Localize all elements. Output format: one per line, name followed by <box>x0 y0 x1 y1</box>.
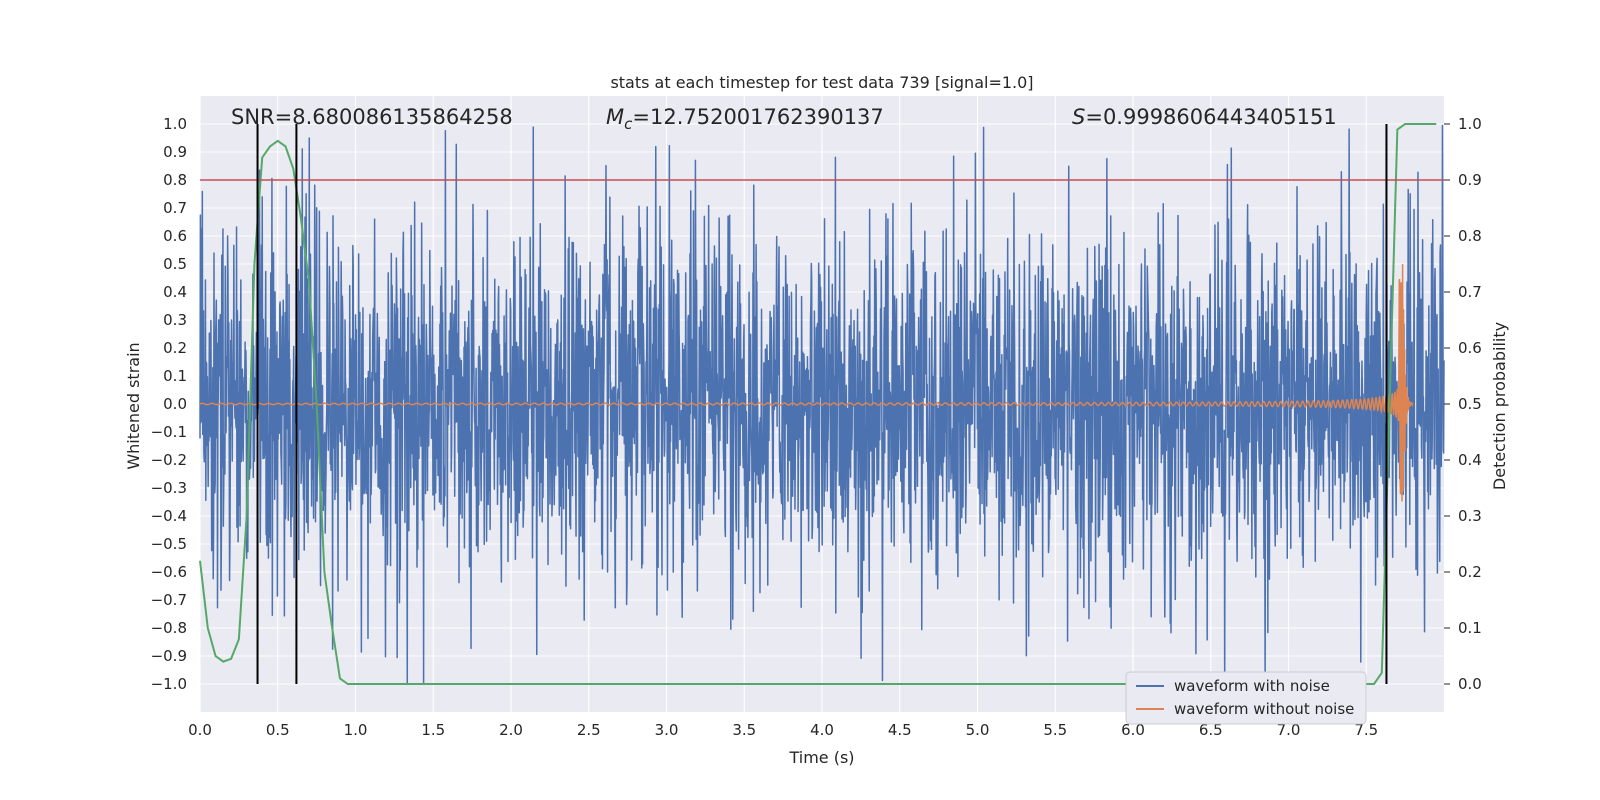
y-tick-label: 0.2 <box>163 339 187 357</box>
y-tick-label: 0.1 <box>163 367 187 385</box>
y2-axis-label: Detection probability <box>1490 322 1509 490</box>
y2-tick-label: 0.8 <box>1458 227 1482 245</box>
y2-tick-label: 0.6 <box>1458 339 1482 357</box>
x-tick-label: 4.5 <box>888 721 912 739</box>
x-tick-label: 5.0 <box>966 721 990 739</box>
y2-tick-label: 0.9 <box>1458 171 1482 189</box>
x-tick-label: 7.0 <box>1277 721 1301 739</box>
y-tick-label: −0.4 <box>151 507 187 525</box>
overlay-layer <box>199 123 1444 685</box>
y2-tick-label: 0.4 <box>1458 451 1482 469</box>
y-tick-label: 0.8 <box>163 171 187 189</box>
x-tick-label: 3.5 <box>732 721 756 739</box>
x-tick-label: 1.5 <box>421 721 445 739</box>
x-tick-label: 0.0 <box>188 721 212 739</box>
y-tick-label: −1.0 <box>151 675 187 693</box>
y-tick-label: −0.6 <box>151 563 187 581</box>
series-waveform-with-noise <box>199 124 1445 685</box>
y-tick-label: −0.8 <box>151 619 187 637</box>
x-tick-label: 1.0 <box>344 721 368 739</box>
legend-box <box>1125 671 1367 725</box>
y-tick-label: 0.0 <box>163 395 187 413</box>
x-tick-label: 2.0 <box>499 721 523 739</box>
snr-annotation: SNR=8.680086135864258 <box>231 105 513 129</box>
score-annotation: S=0.9998606443405151 <box>1072 105 1337 129</box>
y2-tick-label: 0.5 <box>1458 395 1482 413</box>
y-tick-label: 0.3 <box>163 311 187 329</box>
y-tick-label: 0.7 <box>163 199 187 217</box>
legend-label-clean: waveform without noise <box>1174 700 1354 718</box>
y2-tick-label: 0.2 <box>1458 563 1482 581</box>
chart-title: stats at each timestep for test data 739… <box>610 73 1033 92</box>
x-tick-label: 3.0 <box>655 721 679 739</box>
y-tick-label: 0.5 <box>163 255 187 273</box>
x-tick-label: 4.0 <box>810 721 834 739</box>
y-tick-label: 0.9 <box>163 143 187 161</box>
x-axis-label: Time (s) <box>788 748 854 767</box>
legend: waveform with noise waveform without noi… <box>1125 671 1367 725</box>
y-tick-label: −0.9 <box>151 647 187 665</box>
y2-tick-label: 0.3 <box>1458 507 1482 525</box>
tick-labels: 0.0 0.5 1.0 1.5 2.0 2.5 3.0 3.5 4.0 4.5 5.0 5.5 6.0 6… <box>151 115 1482 739</box>
y-tick-label: 0.6 <box>163 227 187 245</box>
series-layer <box>199 124 1445 685</box>
y-tick-label: −0.3 <box>151 479 187 497</box>
y-tick-label: −0.5 <box>151 535 187 553</box>
series-waveform-without-noise <box>199 264 1414 502</box>
legend-label-noise: waveform with noise <box>1174 677 1330 695</box>
x-tick-label: 5.5 <box>1043 721 1067 739</box>
y-tick-label: −0.2 <box>151 451 187 469</box>
y-tick-label: −0.7 <box>151 591 187 609</box>
y-tick-label: 1.0 <box>163 115 187 133</box>
y2-tick-label: 1.0 <box>1458 115 1482 133</box>
x-tick-label: 0.5 <box>266 721 290 739</box>
y-tick-label: −0.1 <box>151 423 187 441</box>
series-detection-probability <box>199 123 1437 685</box>
x-tick-label: 2.5 <box>577 721 601 739</box>
x-tick-label: 6.5 <box>1199 721 1223 739</box>
y2-tick-label: 0.7 <box>1458 283 1482 301</box>
y-tick-label: 0.4 <box>163 283 187 301</box>
y2-tick-label: 0.0 <box>1458 675 1482 693</box>
chirp-mass-annotation: Mc=12.752001762390137 <box>606 105 884 133</box>
x-tick-label: 6.0 <box>1121 721 1145 739</box>
y-axis-label: Whitened strain <box>124 342 143 469</box>
x-tick-label: 7.5 <box>1354 721 1378 739</box>
y2-tick-label: 0.1 <box>1458 619 1482 637</box>
